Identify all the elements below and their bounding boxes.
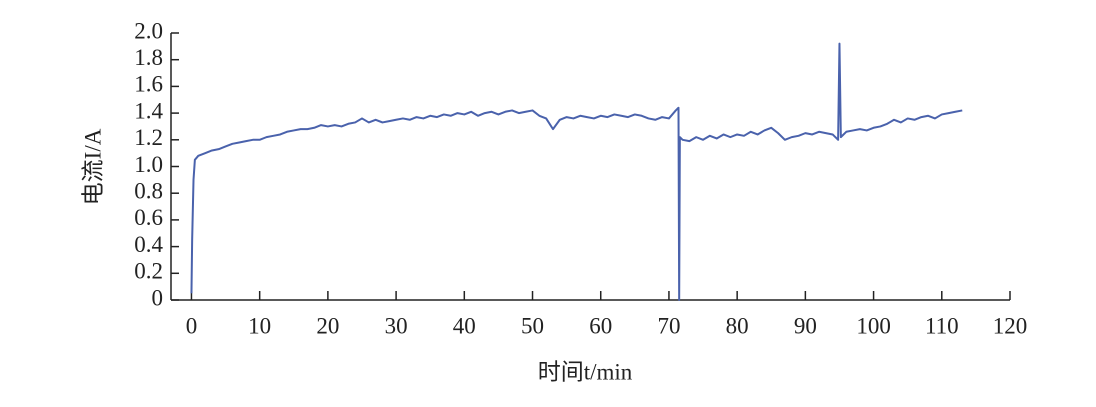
x-tick-label: 60 [589, 313, 612, 338]
y-tick-label: 0.6 [134, 205, 163, 230]
x-tick-label: 40 [453, 313, 476, 338]
x-tick-label: 30 [385, 313, 408, 338]
y-tick-label: 1.2 [134, 125, 163, 150]
y-tick-label: 0 [152, 285, 164, 310]
x-tick-label: 70 [657, 313, 680, 338]
x-tick-label: 90 [794, 313, 817, 338]
x-tick-label: 120 [993, 313, 1028, 338]
x-tick-label: 0 [186, 313, 198, 338]
x-tick-label: 20 [316, 313, 339, 338]
y-tick-label: 0.2 [134, 259, 163, 284]
x-tick-label: 10 [248, 313, 271, 338]
y-tick-label: 0.8 [134, 178, 163, 203]
x-tick-label: 100 [856, 313, 891, 338]
y-tick-label: 1.0 [134, 152, 163, 177]
y-axis-label: 电流I/A [80, 128, 105, 205]
y-tick-label: 1.8 [134, 45, 163, 70]
y-tick-label: 1.6 [134, 72, 163, 97]
y-tick-label: 0.4 [134, 232, 163, 257]
y-tick-label: 1.4 [134, 98, 163, 123]
y-tick-label: 2.0 [134, 18, 163, 43]
x-tick-label: 110 [925, 313, 959, 338]
x-axis-label: 时间t/min [538, 359, 633, 384]
x-tick-label: 50 [521, 313, 544, 338]
x-tick-label: 80 [726, 313, 749, 338]
line [190, 42, 963, 301]
